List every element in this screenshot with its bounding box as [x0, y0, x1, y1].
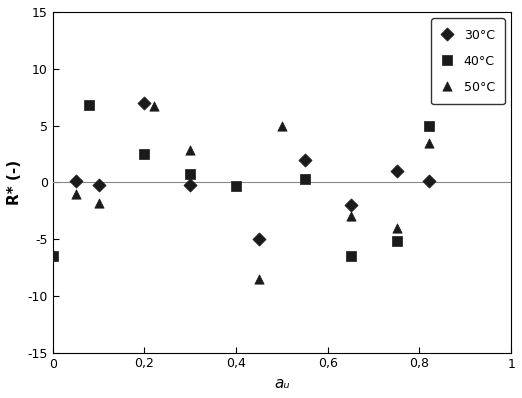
30°C	[72, 178, 80, 184]
30°C	[301, 156, 309, 163]
30°C	[140, 100, 149, 106]
50°C	[393, 224, 401, 231]
X-axis label: aᵤ: aᵤ	[274, 376, 290, 391]
30°C	[347, 202, 355, 208]
40°C	[85, 102, 93, 108]
40°C	[186, 171, 194, 178]
50°C	[424, 139, 433, 146]
Legend: 30°C, 40°C, 50°C: 30°C, 40°C, 50°C	[431, 18, 505, 104]
50°C	[347, 213, 355, 220]
50°C	[255, 276, 263, 282]
50°C	[72, 191, 80, 197]
30°C	[186, 181, 194, 188]
30°C	[255, 236, 263, 242]
40°C	[140, 151, 149, 157]
30°C	[424, 178, 433, 184]
30°C	[393, 168, 401, 174]
Y-axis label: R* (-): R* (-)	[7, 160, 22, 205]
50°C	[186, 147, 194, 154]
50°C	[149, 103, 158, 109]
50°C	[278, 122, 286, 129]
40°C	[232, 183, 240, 189]
40°C	[393, 238, 401, 244]
50°C	[94, 199, 103, 206]
40°C	[347, 253, 355, 259]
40°C	[424, 122, 433, 129]
40°C	[49, 253, 57, 259]
30°C	[94, 181, 103, 188]
40°C	[301, 176, 309, 182]
